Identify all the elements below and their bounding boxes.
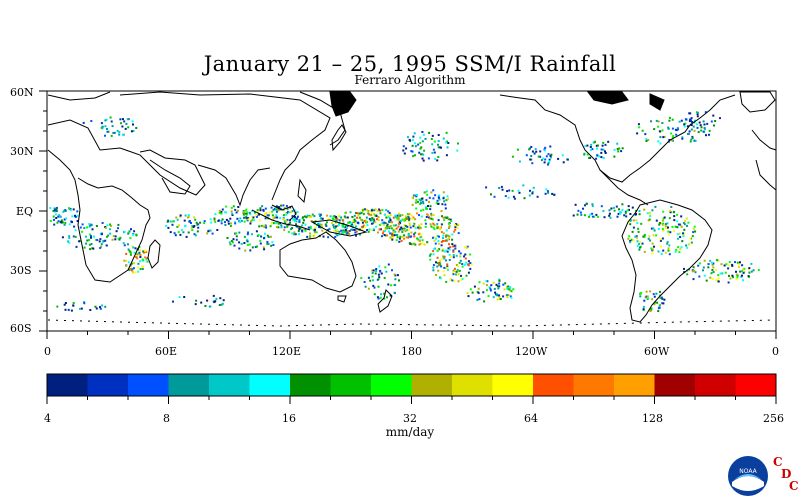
colorbar-label-8: 8 bbox=[163, 412, 170, 425]
colorbar-cell-6 bbox=[290, 374, 331, 396]
colorbar-cell-7 bbox=[330, 374, 372, 396]
colorbar-cell-2 bbox=[128, 374, 169, 396]
colorbar-cell-16 bbox=[695, 374, 736, 396]
coast-north-america bbox=[499, 94, 736, 183]
lon-label-60w: 60W bbox=[644, 345, 670, 358]
colorbar-cell-3 bbox=[168, 374, 210, 396]
coast-central-america bbox=[599, 169, 649, 206]
noaa-logo-text: NOAA bbox=[739, 468, 757, 475]
colorbar-cell-4 bbox=[209, 374, 250, 396]
colorbar-cell-1 bbox=[87, 374, 129, 396]
coast-greenland bbox=[739, 91, 776, 113]
colorbar-cell-13 bbox=[573, 374, 615, 396]
colorbar-label-16: 16 bbox=[282, 412, 296, 425]
lon-label-0-right: 0 bbox=[772, 345, 779, 358]
lat-label-60s: 60S bbox=[10, 322, 32, 335]
lon-label-0-left: 0 bbox=[44, 345, 51, 358]
colorbar-cell-9 bbox=[411, 374, 453, 396]
noaa-cdc-logo: NOAA C D C bbox=[728, 455, 799, 496]
lon-label-180: 180 bbox=[401, 345, 422, 358]
colorbar-cell-17 bbox=[735, 374, 777, 396]
map-subtitle: Ferraro Algorithm bbox=[354, 73, 466, 87]
lon-label-60e: 60E bbox=[155, 345, 178, 358]
axis-ticks bbox=[39, 90, 777, 339]
coast-east-asia bbox=[119, 91, 346, 201]
lat-label-30n: 30N bbox=[10, 145, 34, 158]
colorbar-label-4: 4 bbox=[44, 412, 51, 425]
colorbar-cell-14 bbox=[614, 374, 655, 396]
colorbar-cell-11 bbox=[492, 374, 534, 396]
coast-japan bbox=[331, 124, 347, 152]
cdc-letter-d: D bbox=[781, 467, 791, 481]
colorbar-label-256: 256 bbox=[763, 412, 784, 425]
coast-antarctica bbox=[47, 319, 777, 327]
colorbar-cell-10 bbox=[452, 374, 493, 396]
coast-arabia-india bbox=[149, 159, 271, 207]
cdc-letter-c2: C bbox=[789, 479, 799, 493]
colorbar-cell-8 bbox=[371, 374, 412, 396]
coastlines bbox=[47, 91, 777, 327]
lon-label-120w: 120W bbox=[515, 345, 548, 358]
coast-indonesia bbox=[251, 178, 368, 237]
coast-south-america bbox=[621, 199, 713, 323]
coast-tasmania bbox=[337, 295, 347, 303]
coast-australia bbox=[279, 231, 357, 293]
colorbar-cell-5 bbox=[249, 374, 291, 396]
coast-new-zealand bbox=[377, 289, 393, 313]
arctic-land-patch-3 bbox=[649, 93, 665, 111]
colorbar-cell-12 bbox=[533, 374, 574, 396]
colorbar-label-64: 64 bbox=[524, 412, 538, 425]
colorbar-cell-0 bbox=[47, 374, 88, 396]
coast-madagascar bbox=[147, 239, 161, 269]
coast-right-europe bbox=[751, 129, 777, 191]
colorbar-label-128: 128 bbox=[642, 412, 663, 425]
arctic-land-patch-2 bbox=[587, 91, 629, 105]
rainfall-pixels bbox=[49, 111, 760, 312]
colorbar-cell-15 bbox=[654, 374, 696, 396]
colorbar-unit: mm/day bbox=[385, 425, 435, 439]
colorbar-label-32: 32 bbox=[403, 412, 417, 425]
lon-label-120e: 120E bbox=[272, 345, 302, 358]
lat-label-eq: EQ bbox=[16, 205, 34, 218]
lat-label-60n: 60N bbox=[10, 86, 34, 99]
cdc-letter-c1: C bbox=[773, 455, 783, 469]
lat-label-30s: 30S bbox=[10, 264, 32, 277]
coast-europe-africa bbox=[47, 91, 206, 283]
map-title: January 21 – 25, 1995 SSM/I Rainfall bbox=[203, 52, 617, 76]
